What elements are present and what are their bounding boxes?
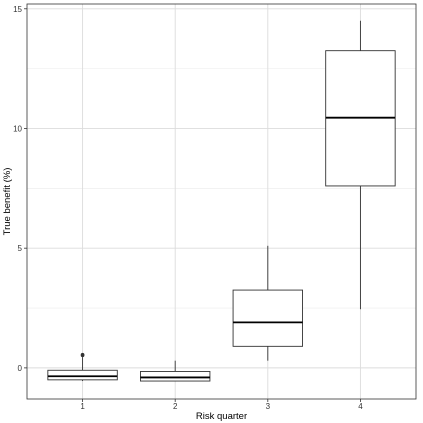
outlier-point <box>80 353 85 358</box>
y-axis-title: True benefit (%) <box>2 168 13 236</box>
x-axis: 1 2 3 4 <box>80 399 363 411</box>
box-group-4 <box>325 20 396 310</box>
y-tick-label: 10 <box>13 124 22 133</box>
x-tick-label: 1 <box>80 402 85 411</box>
x-axis-title: Risk quarter <box>196 411 247 422</box>
x-tick-label: 3 <box>266 402 271 411</box>
y-tick-label: 15 <box>13 5 22 14</box>
x-tick-label: 4 <box>358 402 363 411</box>
box-group-1 <box>47 352 118 382</box>
y-axis: 0 5 10 15 <box>13 5 27 373</box>
box-group-2 <box>140 360 211 382</box>
y-tick-label: 5 <box>18 244 23 253</box>
y-tick-label: 0 <box>18 364 23 373</box>
box-series <box>47 20 396 382</box>
box <box>47 369 118 381</box>
x-tick-label: 2 <box>173 402 178 411</box>
box <box>140 371 211 382</box>
box-group-3 <box>232 245 303 361</box>
box <box>232 289 303 347</box>
plot-panel-border <box>26 3 417 400</box>
